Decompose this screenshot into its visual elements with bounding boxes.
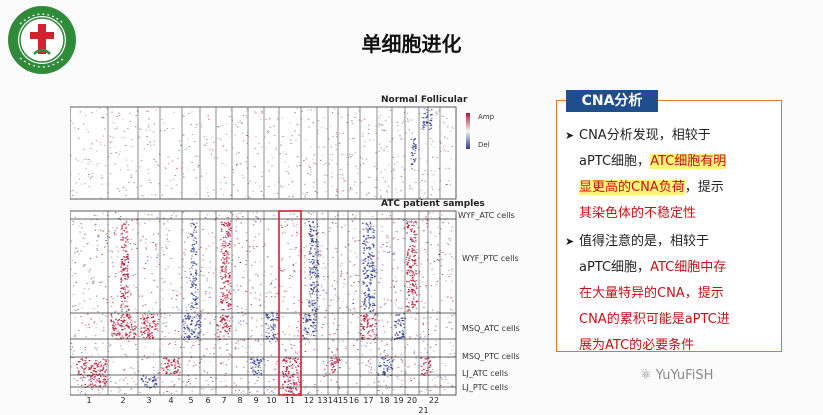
bullet2-line-2b: ATC细胞中存 <box>650 260 727 275</box>
watermark: ⚛ YuYuFiSH <box>640 368 714 383</box>
hospital-logo <box>8 6 76 74</box>
chromosome-label-15: 15 <box>338 396 348 405</box>
slide-title: 单细胞进化 <box>361 32 462 56</box>
bullet1-text-3: ，提示 <box>684 180 724 195</box>
cna-analysis-box: ➤ CNA分析发现，相较于 aPTC细胞，ATC细胞有明 显更高的CNA负荷，提示… <box>556 100 782 353</box>
cna-analysis-title: CNA分析 <box>566 90 658 112</box>
chromosome-label-13: 13 <box>317 396 327 405</box>
bullet1-highlight-2: 显更高的CNA负荷 <box>579 180 685 195</box>
arrow-bullet-icon: ➤ <box>565 129 575 142</box>
legend-colorbar <box>466 113 470 149</box>
atc-patient-samples-label: ATC patient samples <box>381 199 485 209</box>
bullet-2: ➤ 值得注意的是，相较于 aPTC细胞，ATC细胞中存 在大量特异的CNA，提示 … <box>565 229 777 359</box>
chromosome-label-18: 18 <box>379 396 389 405</box>
chromosome-label-21: 21 <box>418 406 428 415</box>
chromosome-label-16: 16 <box>349 396 359 405</box>
bullet1-text-4: 其染色体的不稳定性 <box>579 206 697 221</box>
row-label-lj-atc: LJ_ATC cells <box>462 369 509 378</box>
chromosome-label-3: 3 <box>146 396 151 405</box>
chromosome-label-2: 2 <box>120 396 125 405</box>
chromosome-label-20: 20 <box>407 396 417 405</box>
chromosome-label-12: 12 <box>304 396 314 405</box>
bullet1-text-1: CNA分析发现，相较于 <box>579 128 711 143</box>
row-label-msq-atc: MSQ_ATC cells <box>462 324 520 333</box>
cna-heatmap-figure: Normal Follicular 1 2 3 4 5 6 7 8 9 10 11 12 13 14 15 1… <box>70 95 520 415</box>
chromosome-label-19: 19 <box>393 396 403 405</box>
chromosome-label-5: 5 <box>188 396 193 405</box>
chromosome-label-8: 8 <box>237 396 242 405</box>
chromosome-label-14: 14 <box>328 396 338 405</box>
chromosome-label-17: 17 <box>363 396 373 405</box>
chromosome-label-6: 6 <box>205 396 210 405</box>
chromosome-label-1: 1 <box>86 396 91 405</box>
bullet2-line-5: 展为ATC的必要条件 <box>579 338 695 353</box>
chromosome-label-10: 10 <box>266 396 276 405</box>
row-label-wyf-ptc: WYF_PTC cells <box>462 254 519 263</box>
bullet-1: ➤ CNA分析发现，相较于 aPTC细胞，ATC细胞有明 显更高的CNA负荷，提示… <box>565 123 777 227</box>
bullet2-line-3: 在大量特异的CNA，提示 <box>579 286 724 301</box>
bullet2-line-4: CNA的累积可能是aPTC进 <box>579 312 730 327</box>
chromosome-label-11: 11 <box>285 396 295 405</box>
legend-del-label: Del <box>478 141 490 149</box>
normal-follicular-label: Normal Follicular <box>381 95 468 105</box>
row-label-lj-ptc: LJ_PTC cells <box>462 383 509 392</box>
chromosome-label-22: 22 <box>429 396 439 405</box>
watermark-text: YuYuFiSH <box>655 368 714 383</box>
bullet2-line-2a: aPTC细胞， <box>579 260 651 275</box>
bullet1-text-2: aPTC细胞， <box>579 154 651 169</box>
row-label-msq-ptc: MSQ_PTC cells <box>462 352 520 361</box>
chromosome-label-7: 7 <box>221 396 226 405</box>
row-label-wyf-atc: WYF_ATC cells <box>458 211 515 220</box>
arrow-bullet-icon: ➤ <box>565 235 575 248</box>
bullet1-highlight-1: ATC细胞有明 <box>650 154 727 169</box>
legend-amp-label: Amp <box>478 113 495 121</box>
chromosome-label-4: 4 <box>168 396 173 405</box>
bullet2-line-1: 值得注意的是，相较于 <box>579 234 710 249</box>
chromosome-label-9: 9 <box>253 396 258 405</box>
